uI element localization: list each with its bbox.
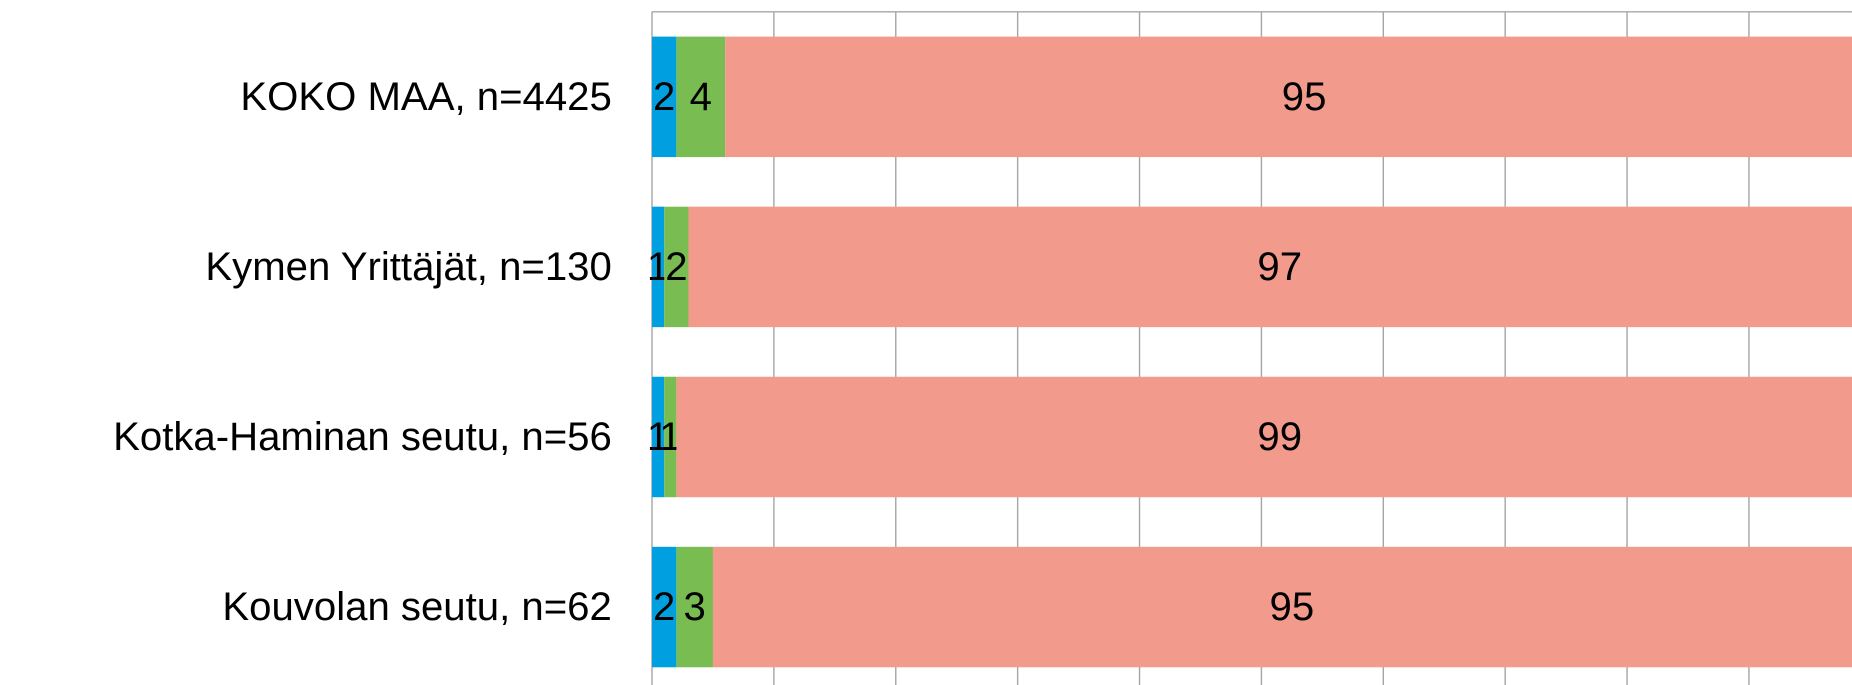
bar-segment <box>652 376 665 498</box>
category-label: Kotka-Haminan seutu, n=56 <box>113 414 612 459</box>
data-label: 4 <box>690 74 712 119</box>
bar-segment <box>688 206 1852 328</box>
bar-segment <box>652 36 677 158</box>
bar-segment <box>652 546 677 668</box>
data-label: 3 <box>683 584 705 629</box>
data-label: 99 <box>1257 414 1302 459</box>
category-label: Kouvolan seutu, n=62 <box>222 584 611 629</box>
data-label: 95 <box>1270 584 1315 629</box>
data-label: 2 <box>653 74 675 119</box>
data-label: 2 <box>665 244 687 289</box>
bar-segment <box>664 376 677 498</box>
data-label: 2 <box>653 584 675 629</box>
category-label: Kymen Yrittäjät, n=130 <box>205 244 611 289</box>
bar-segment <box>664 206 689 328</box>
data-label: 97 <box>1257 244 1302 289</box>
bar-segment <box>725 36 1852 158</box>
data-label: 1 <box>647 244 669 289</box>
bar-segment <box>676 546 713 668</box>
data-label: 1 <box>647 414 669 459</box>
data-label: 1 <box>659 414 681 459</box>
bar-segment <box>652 206 665 328</box>
bar-segment <box>676 36 726 158</box>
data-label: 95 <box>1282 74 1327 119</box>
bar-segment <box>676 376 1852 498</box>
category-label: KOKO MAA, n=4425 <box>240 74 612 119</box>
bar-segment <box>712 546 1852 668</box>
